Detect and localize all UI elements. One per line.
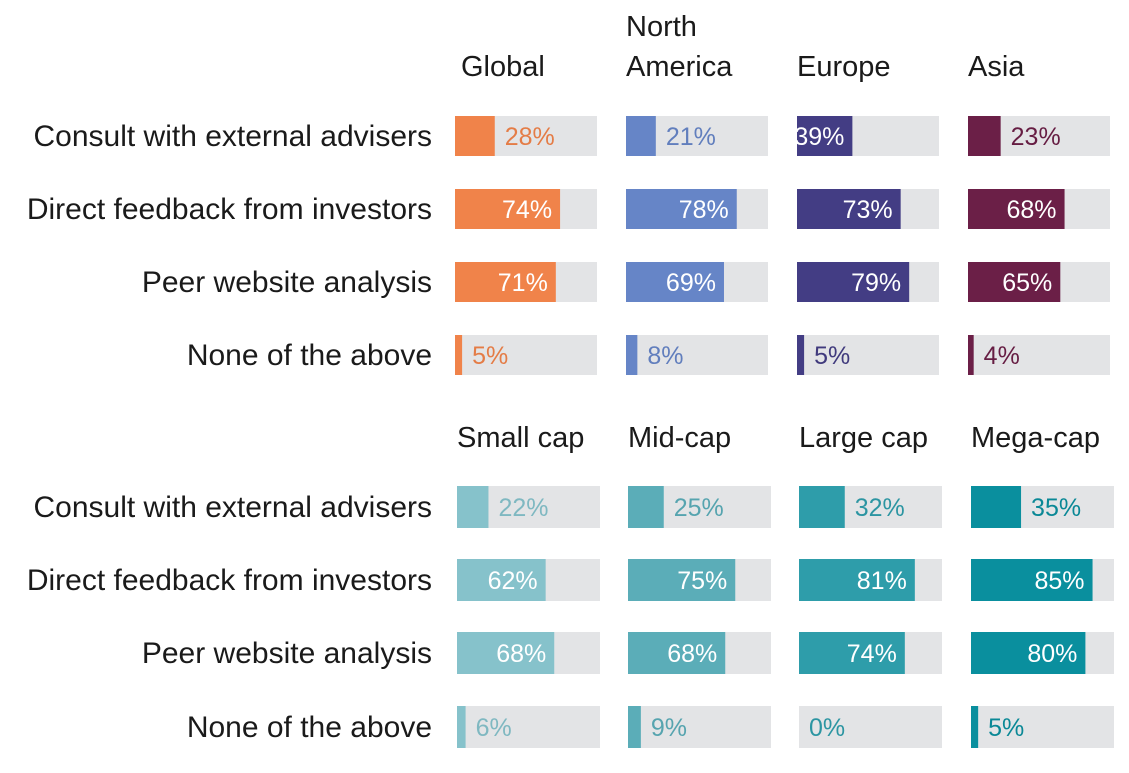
- data-label: 5%: [988, 714, 1024, 742]
- bar-north-america-direct-feedback-from-investors: [626, 189, 737, 229]
- bar-global-consult-with-external-advisers: [455, 116, 495, 156]
- bar-north-america-none-of-the-above: [626, 335, 638, 375]
- column-header-global: Global: [461, 51, 545, 83]
- data-label: 5%: [472, 342, 508, 370]
- bar-small-cap-consult-with-external-advisers: [457, 486, 489, 528]
- bar-global-peer-website-analysis: [455, 262, 556, 302]
- bar-europe-consult-with-external-advisers: [797, 116, 853, 156]
- column-header-north-america-line-2: America: [626, 51, 733, 83]
- data-label: 28%: [505, 123, 555, 151]
- row-label-direct-feedback-from-investors: Direct feedback from investors: [27, 193, 432, 226]
- row-label-peer-website-analysis: Peer website analysis: [142, 266, 432, 299]
- bar-track: [457, 706, 600, 748]
- data-label: 0%: [809, 714, 845, 742]
- row-label-none-of-the-above: None of the above: [187, 711, 432, 744]
- bar-small-cap-none-of-the-above: [457, 706, 466, 748]
- bar-mid-cap-none-of-the-above: [628, 706, 641, 748]
- column-header-small-cap: Small cap: [457, 422, 584, 454]
- bar-asia-none-of-the-above: [968, 335, 974, 375]
- data-label: 6%: [476, 714, 512, 742]
- row-label-direct-feedback-from-investors: Direct feedback from investors: [27, 564, 432, 597]
- bar-track: [797, 335, 939, 375]
- column-header-asia: Asia: [968, 51, 1025, 83]
- data-label: 69%: [666, 269, 716, 297]
- bar-asia-peer-website-analysis: [968, 262, 1061, 302]
- bar-mega-cap-direct-feedback-from-investors: [971, 559, 1093, 601]
- bar-track: [971, 706, 1114, 748]
- series-small-cap: Small cap 22% 62% 68% 6%: [457, 422, 600, 748]
- data-label: 25%: [674, 494, 724, 522]
- data-label: 32%: [855, 494, 905, 522]
- series-asia: Asia 23% 68% 65% 4%: [968, 51, 1110, 375]
- column-header-north-america-line-1: North: [626, 11, 697, 43]
- data-label: 22%: [498, 494, 548, 522]
- bar-europe-peer-website-analysis: [797, 262, 910, 302]
- column-header-europe: Europe: [797, 51, 891, 83]
- column-header-mega-cap: Mega-cap: [971, 422, 1100, 454]
- series-north-america: North America 21% 78% 69% 8%: [626, 11, 768, 375]
- data-label: 73%: [843, 196, 893, 224]
- bar-mega-cap-none-of-the-above: [971, 706, 979, 748]
- data-label: 68%: [667, 640, 717, 668]
- data-label: 71%: [498, 269, 548, 297]
- series-large-cap: Large cap 32% 81% 74% 0%: [799, 422, 942, 748]
- data-label: 68%: [1007, 196, 1057, 224]
- row-label-consult-with-external-advisers: Consult with external advisers: [33, 120, 432, 153]
- data-label: 74%: [502, 196, 552, 224]
- data-label: 62%: [488, 567, 538, 595]
- data-label: 23%: [1011, 123, 1061, 151]
- bar-large-cap-consult-with-external-advisers: [799, 486, 845, 528]
- series-mid-cap: Mid-cap 25% 75% 68% 9%: [628, 422, 771, 748]
- bar-europe-direct-feedback-from-investors: [797, 189, 901, 229]
- bar-mid-cap-direct-feedback-from-investors: [628, 559, 736, 601]
- series-global: Global 28% 74% 71% 5%: [455, 51, 597, 375]
- bar-track: [455, 335, 597, 375]
- series-mega-cap: Mega-cap 35% 85% 80% 5%: [971, 422, 1114, 748]
- data-label: 9%: [651, 714, 687, 742]
- bar-global-none-of-the-above: [455, 335, 463, 375]
- bar-mega-cap-consult-with-external-advisers: [971, 486, 1022, 528]
- data-label: 21%: [666, 123, 716, 151]
- data-label: 79%: [851, 269, 901, 297]
- data-label: 80%: [1027, 640, 1077, 668]
- data-label: 35%: [1031, 494, 1081, 522]
- data-label: 8%: [647, 342, 683, 370]
- bar-north-america-consult-with-external-advisers: [626, 116, 656, 156]
- bar-track: [968, 335, 1110, 375]
- series-europe: Europe 39% 73% 79% 5%: [794, 51, 939, 375]
- panel-1: Consult with external advisers Direct fee…: [27, 11, 1110, 375]
- bar-track: [626, 335, 768, 375]
- bar-track: [799, 706, 942, 748]
- row-label-consult-with-external-advisers: Consult with external advisers: [33, 491, 432, 524]
- panel-2: Consult with external advisers Direct fee…: [27, 422, 1114, 748]
- bar-large-cap-peer-website-analysis: [799, 632, 905, 674]
- column-header-large-cap: Large cap: [799, 422, 928, 454]
- bar-small-cap-peer-website-analysis: [457, 632, 555, 674]
- data-label: 85%: [1035, 567, 1085, 595]
- bar-mid-cap-peer-website-analysis: [628, 632, 726, 674]
- data-label: 5%: [814, 342, 850, 370]
- bar-north-america-peer-website-analysis: [626, 262, 724, 302]
- data-label: 65%: [1002, 269, 1052, 297]
- bar-asia-direct-feedback-from-investors: [968, 189, 1065, 229]
- data-label: 75%: [677, 567, 727, 595]
- bar-mid-cap-consult-with-external-advisers: [628, 486, 664, 528]
- column-header-mid-cap: Mid-cap: [628, 422, 731, 454]
- bar-small-cap-direct-feedback-from-investors: [457, 559, 546, 601]
- row-label-peer-website-analysis: Peer website analysis: [142, 637, 432, 670]
- data-label: 78%: [679, 196, 729, 224]
- bar-track: [628, 706, 771, 748]
- data-label: 81%: [857, 567, 907, 595]
- bar-europe-none-of-the-above: [797, 335, 805, 375]
- data-label: 68%: [496, 640, 546, 668]
- bar-mega-cap-peer-website-analysis: [971, 632, 1086, 674]
- data-label: 74%: [847, 640, 897, 668]
- data-label: 4%: [984, 342, 1020, 370]
- bar-large-cap-direct-feedback-from-investors: [799, 559, 915, 601]
- data-label: 39%: [794, 123, 844, 151]
- bar-global-direct-feedback-from-investors: [455, 189, 561, 229]
- row-label-none-of-the-above: None of the above: [187, 339, 432, 372]
- bar-asia-consult-with-external-advisers: [968, 116, 1001, 156]
